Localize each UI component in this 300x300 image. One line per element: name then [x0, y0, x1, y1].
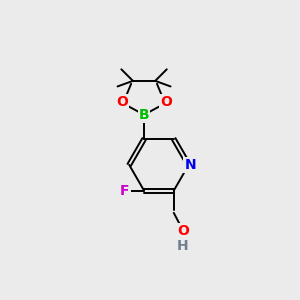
Text: O: O	[116, 95, 128, 109]
Text: H: H	[177, 239, 188, 253]
Text: B: B	[139, 108, 149, 122]
Text: O: O	[177, 224, 189, 238]
Text: N: N	[184, 158, 196, 172]
Text: O: O	[160, 95, 172, 109]
Text: F: F	[120, 184, 130, 198]
